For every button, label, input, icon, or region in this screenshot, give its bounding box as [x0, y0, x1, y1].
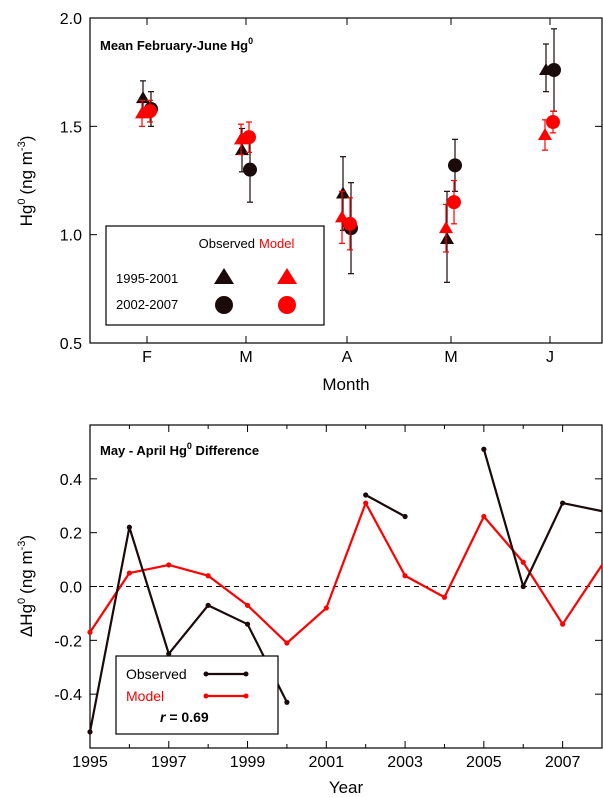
bottom-y-axis-label: ΔHg0(ng m-3) [16, 535, 36, 637]
observed-point [126, 524, 132, 530]
bottom-x-tick-label: 2007 [545, 754, 581, 771]
bottom-chart: -0.4 -0.2 0.0 0.2 0.4 1995 1997 1999 2001 2003 20… [16, 424, 603, 797]
data-point-circle [242, 130, 256, 145]
observed-line [482, 448, 603, 588]
model-point [520, 559, 526, 565]
legend-model-point [243, 693, 249, 699]
model-point [363, 500, 369, 506]
model-line [89, 501, 603, 645]
top-y-tick-label: 1.0 [60, 228, 82, 245]
top-x-tick-label: M [444, 349, 457, 366]
legend-observed-point [203, 671, 209, 677]
data-point-triangle [538, 128, 552, 140]
top-y-axis-label: Hg0(ng m-3) [16, 136, 36, 227]
model-point [560, 621, 566, 627]
top-data-marks [135, 28, 561, 283]
top-chart-title: Mean February-June Hg0 [100, 36, 253, 53]
observed-point [520, 583, 526, 590]
observed-point [87, 729, 93, 735]
legend-row-2002-2007: 2002-2007 [116, 297, 178, 312]
top-y-tick-label: 2.0 [60, 11, 82, 28]
legend-observed-triangle-marker [214, 268, 234, 284]
observed-point [284, 699, 290, 705]
model-point [323, 605, 329, 611]
bottom-y-tick-label: 0.0 [60, 580, 82, 597]
legend-observed-label: Observed [126, 666, 187, 682]
data-point-circle [448, 158, 462, 173]
top-x-tick-label: F [142, 349, 152, 366]
data-point-triangle [336, 186, 350, 199]
bottom-chart-title: May - April Hg0 Difference [100, 441, 259, 458]
bottom-legend-box [115, 655, 279, 735]
data-point-triangle [235, 143, 249, 156]
model-point [126, 570, 132, 576]
bottom-y-axis: -0.4 -0.2 0.0 0.2 0.4 [54, 472, 602, 704]
top-x-tick-label: J [546, 349, 554, 366]
data-point-triangle [439, 221, 453, 234]
legend-model-circle-marker [278, 296, 296, 314]
data-point-circle [546, 115, 560, 129]
model-point [481, 513, 487, 520]
bottom-x-tick-label: 1999 [230, 754, 266, 771]
observed-line [88, 526, 288, 733]
observed-point [363, 492, 369, 498]
top-y-axis: 0.5 1.0 1.5 2.0 [60, 11, 602, 353]
bottom-x-tick-label: 2001 [309, 754, 345, 771]
observed-line [365, 494, 406, 518]
data-point-triangle [440, 232, 454, 244]
model-point [284, 640, 290, 646]
top-legend: Observed Model 1995-2001 2002-2007 [105, 225, 325, 326]
bottom-x-tick-label: 1997 [151, 754, 187, 771]
data-point-circle [343, 216, 357, 231]
legend-header-model: Model [259, 236, 295, 251]
bottom-x-axis-label: Year [329, 778, 364, 797]
legend-model-point [203, 693, 209, 699]
data-point-circle [143, 104, 157, 119]
observed-point [481, 446, 487, 452]
top-plot-frame [89, 17, 603, 344]
bottom-x-axis: 1995 1997 1999 2001 2003 2005 2007 [72, 425, 603, 771]
bottom-y-tick-label: 0.4 [60, 472, 82, 489]
data-point-triangle [136, 91, 150, 104]
observed-point [166, 651, 172, 657]
model-point [166, 562, 172, 568]
model-point [244, 602, 251, 608]
correlation-label: r = 0.69 [160, 709, 209, 725]
bottom-data-marks [87, 446, 603, 735]
top-y-tick-label: 0.5 [60, 336, 82, 353]
bottom-x-tick-label: 2003 [387, 754, 423, 771]
bottom-legend: Observed Model r = 0.69 [115, 655, 279, 735]
top-x-axis-label: Month [322, 375, 369, 394]
top-y-tick-label: 1.5 [60, 119, 82, 136]
bottom-x-tick-label: 1995 [72, 754, 108, 771]
model-point [87, 629, 93, 635]
legend-model-triangle-marker [277, 268, 297, 284]
legend-observed-circle-marker [215, 296, 233, 314]
observed-point [244, 621, 251, 627]
observed-point [402, 513, 408, 520]
bottom-y-tick-label: -0.2 [54, 633, 82, 650]
model-point [441, 594, 448, 600]
observed-point [560, 500, 566, 506]
legend-observed-point [243, 671, 249, 677]
model-point [205, 573, 211, 579]
model-point [402, 573, 408, 579]
data-point-circle [243, 162, 257, 177]
top-chart: 0.5 1.0 1.5 2.0 F M A M J Mean February-June Hg… [16, 11, 603, 394]
data-point-circle [447, 195, 461, 210]
bottom-x-tick-label: 2005 [466, 754, 502, 771]
bottom-y-tick-label: 0.2 [60, 526, 82, 543]
bottom-y-tick-label: -0.4 [54, 687, 82, 704]
legend-model-label: Model [126, 688, 164, 704]
observed-point [205, 602, 211, 608]
legend-header-observed: Observed [199, 236, 255, 251]
top-x-tick-label: M [239, 349, 252, 366]
legend-row-1995-2001: 1995-2001 [116, 271, 178, 286]
top-x-tick-label: A [342, 349, 353, 366]
data-point-circle [547, 63, 561, 77]
